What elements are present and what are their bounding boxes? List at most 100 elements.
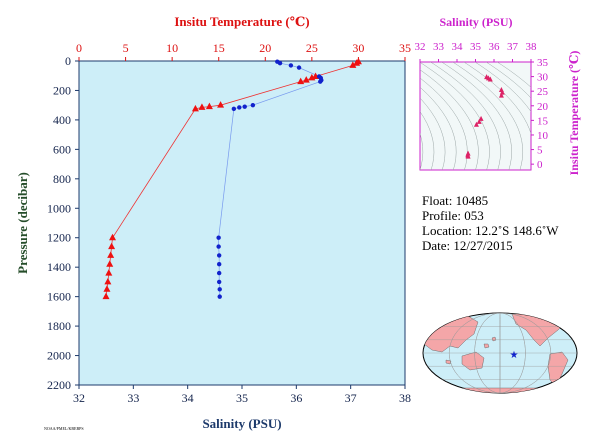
temperature-tick-label: 0 xyxy=(76,41,82,55)
pressure-tick-label: 1400 xyxy=(47,260,71,274)
density-contour xyxy=(420,132,424,170)
temperature-point xyxy=(198,103,206,110)
density-contour xyxy=(430,62,501,170)
density-contour xyxy=(420,77,468,170)
ts-salinity-tick-label: 32 xyxy=(415,41,426,53)
profile-number-text: Profile: 053 xyxy=(422,208,484,223)
pressure-tick-label: 1600 xyxy=(47,290,71,304)
ts-diagram: 32 33 34 35 36 37 38 0 5 10 15 20 25 30 35 Salinity (P… xyxy=(415,15,582,176)
credit-text: NOAA/PMEL/KBEBPS xyxy=(44,426,84,431)
ts-marks xyxy=(465,74,505,159)
salinity-point xyxy=(237,105,242,110)
ts-temperature-tick-label: 10 xyxy=(537,130,549,142)
salinity-point xyxy=(296,65,302,70)
temperature-point xyxy=(106,260,114,267)
density-contour xyxy=(441,62,512,170)
ts-salinity-tick-label: 33 xyxy=(433,41,445,53)
pressure-tick-label: 800 xyxy=(53,172,71,186)
temperature-point xyxy=(105,269,113,276)
salinity-tick-label: 34 xyxy=(182,391,194,405)
salinity-tick-label: 35 xyxy=(236,391,248,405)
temperature-axis-title: Insitu Temperature (℃) xyxy=(174,14,309,29)
temperature-tick-label: 5 xyxy=(123,41,129,55)
density-contour xyxy=(420,69,479,170)
ts-point xyxy=(478,115,484,121)
temperature-point xyxy=(349,61,357,68)
float-info: Float: 10485 Profile: 053 Location: 12.2… xyxy=(422,193,559,253)
temperature-point xyxy=(107,251,115,258)
pressure-tick-label: 1000 xyxy=(47,201,71,215)
pressure-tick-label: 600 xyxy=(53,142,71,156)
profile-axis-ticks: 0 5 10 15 20 25 30 35 32 33 34 35 36 37 38 0 200 400 600 80… xyxy=(47,41,411,405)
ts-temperature-tick-label: 30 xyxy=(537,72,549,84)
temperature-tick-label: 25 xyxy=(306,41,318,55)
density-contour xyxy=(420,111,435,170)
float-location-marker: ★ xyxy=(510,350,519,361)
pressure-tick-label: 0 xyxy=(65,54,71,68)
ts-point xyxy=(476,118,482,124)
ts-temperature-tick-label: 15 xyxy=(537,115,549,127)
temperature-point xyxy=(353,59,361,66)
salinity-axis-title: Salinity (PSU) xyxy=(202,416,281,431)
ts-point xyxy=(465,153,471,159)
temperature-point xyxy=(308,73,316,81)
salinity-point xyxy=(288,63,294,68)
salinity-point xyxy=(216,235,221,240)
map-longitude-line xyxy=(448,313,552,393)
ts-temperature-tick-label: 25 xyxy=(537,86,549,98)
ts-salinity-tick-label: 37 xyxy=(507,41,519,53)
pressure-tick-label: 400 xyxy=(53,113,71,127)
salinity-tick-label: 36 xyxy=(290,391,302,405)
ts-temperature-tick-label: 20 xyxy=(537,101,549,113)
ts-salinity-tick-label: 35 xyxy=(470,41,482,53)
temperature-point xyxy=(103,285,111,292)
ts-salinity-axis-title: Salinity (PSU) xyxy=(439,15,512,29)
salinity-tick-label: 38 xyxy=(399,391,411,405)
map-longitude-line xyxy=(499,313,501,393)
ts-point xyxy=(487,76,493,82)
density-contour xyxy=(420,97,446,170)
profile-plot-area xyxy=(78,60,406,386)
ts-temperature-tick-label: 5 xyxy=(537,145,543,157)
temperature-point xyxy=(104,277,112,285)
pressure-tick-label: 1800 xyxy=(47,319,71,333)
salinity-point xyxy=(216,244,221,249)
density-contour xyxy=(485,62,531,99)
pressure-tick-label: 200 xyxy=(53,83,71,97)
location-text: Location: 12.2˚S 148.6˚W xyxy=(422,223,559,238)
temperature-tick-label: 20 xyxy=(259,41,271,55)
pressure-tick-label: 2000 xyxy=(47,349,71,363)
ts-salinity-tick-label: 36 xyxy=(489,41,501,53)
salinity-point xyxy=(242,104,247,109)
ts-salinity-tick-label: 38 xyxy=(526,41,538,53)
salinity-point xyxy=(217,287,222,292)
temperature-point xyxy=(297,77,305,85)
map-graticule xyxy=(423,313,577,393)
salinity-point xyxy=(216,253,222,258)
temperature-tick-label: 10 xyxy=(166,41,178,55)
temperature-point xyxy=(191,104,199,112)
temperature-point xyxy=(302,76,310,83)
islands-landmass xyxy=(445,336,497,365)
salinity-point xyxy=(216,279,222,285)
ts-salinity-tick-label: 34 xyxy=(452,41,464,53)
temperature-point xyxy=(109,233,117,241)
temperature-point xyxy=(205,102,213,110)
ts-temperature-axis-title: Insitu Temperature (℃) xyxy=(567,51,581,176)
pressure-tick-label: 2200 xyxy=(47,378,71,392)
salinity-point xyxy=(217,294,222,299)
salinity-point xyxy=(318,79,323,84)
ts-point xyxy=(473,121,479,127)
float-id-text: Float: 10485 xyxy=(422,193,488,208)
ts-plot-area xyxy=(419,61,532,171)
temperature-tick-label: 35 xyxy=(399,41,411,55)
temperature-point xyxy=(217,101,225,108)
salinity-point xyxy=(216,262,222,267)
ts-point xyxy=(498,92,504,98)
salinity-tick-label: 33 xyxy=(127,391,139,405)
temperature-tick-label: 15 xyxy=(213,41,225,55)
density-contour xyxy=(420,62,490,170)
density-contour xyxy=(420,86,457,170)
density-contour xyxy=(496,62,531,88)
